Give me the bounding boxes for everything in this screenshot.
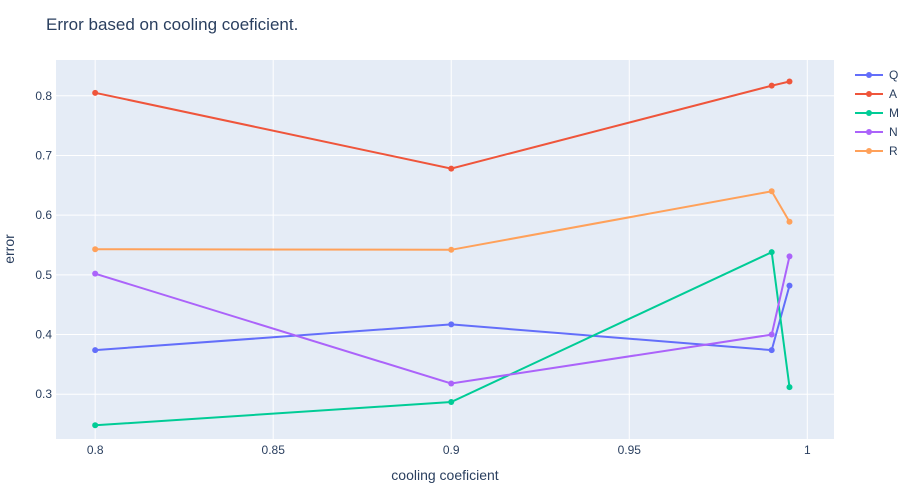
legend-swatch-marker <box>866 129 872 135</box>
legend-label: R <box>889 144 898 158</box>
data-point[interactable] <box>448 398 455 405</box>
y-tick-label: 0.8 <box>35 89 52 103</box>
y-tick-label: 0.6 <box>35 208 52 222</box>
y-tick-label: 0.7 <box>35 148 52 162</box>
legend-swatch-marker <box>866 72 872 78</box>
series-line <box>94 80 790 170</box>
data-point[interactable] <box>786 282 793 289</box>
data-point[interactable] <box>92 89 99 96</box>
data-point[interactable] <box>92 270 99 277</box>
data-point[interactable] <box>768 188 775 195</box>
x-axis-label: cooling coeficient <box>391 467 499 483</box>
y-axis-ticks: 0.3 0.4 0.5 0.6 0.7 0.8 <box>35 89 52 401</box>
legend-swatch-marker <box>866 148 872 154</box>
legend-item-q[interactable]: Q <box>855 68 898 82</box>
data-point[interactable] <box>786 384 793 391</box>
legend-label: Q <box>889 68 898 82</box>
legend-swatch-marker <box>866 110 872 116</box>
data-point[interactable] <box>786 253 793 260</box>
legend-swatch-marker <box>866 91 872 97</box>
data-point[interactable] <box>448 165 455 172</box>
data-point[interactable] <box>448 321 455 328</box>
legend-label: A <box>889 87 897 101</box>
x-tick-label: 1 <box>804 443 811 457</box>
data-point[interactable] <box>92 246 99 253</box>
legend-item-r[interactable]: R <box>855 144 898 158</box>
series-r <box>92 188 793 253</box>
legend-label: N <box>889 125 898 139</box>
series-m <box>92 249 793 429</box>
series-layer <box>92 78 793 429</box>
data-point[interactable] <box>92 347 99 354</box>
data-point[interactable] <box>448 246 455 253</box>
data-point[interactable] <box>768 331 775 338</box>
data-point[interactable] <box>768 82 775 89</box>
data-point[interactable] <box>448 380 455 387</box>
legend-item-m[interactable]: M <box>855 106 899 120</box>
x-tick-label: 0.9 <box>443 443 460 457</box>
y-tick-label: 0.5 <box>35 268 52 282</box>
series-line <box>95 190 791 251</box>
y-axis-label: error <box>1 234 17 264</box>
legend-label: M <box>889 106 899 120</box>
y-tick-label: 0.3 <box>35 387 52 401</box>
x-axis-ticks: 0.8 0.85 0.9 0.95 1 <box>87 443 811 457</box>
y-tick-label: 0.4 <box>35 328 52 342</box>
legend-item-n[interactable]: N <box>855 125 898 139</box>
series-n <box>92 253 793 387</box>
legend-item-a[interactable]: A <box>855 87 897 101</box>
x-tick-label: 0.8 <box>87 443 104 457</box>
data-point[interactable] <box>92 422 99 429</box>
x-tick-label: 0.85 <box>262 443 286 457</box>
data-point[interactable] <box>786 218 793 225</box>
series-line <box>94 256 791 385</box>
data-point[interactable] <box>786 78 793 85</box>
data-point[interactable] <box>768 249 775 256</box>
series-a <box>92 78 793 172</box>
chart-title: Error based on cooling coeficient. <box>46 15 298 34</box>
x-tick-label: 0.95 <box>618 443 642 457</box>
series-line <box>95 250 791 427</box>
data-point[interactable] <box>768 347 775 354</box>
